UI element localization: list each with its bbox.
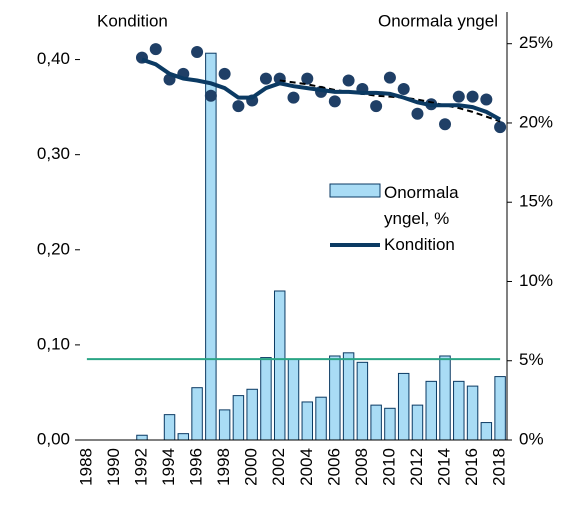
x-tick-label: 1988 <box>76 448 95 486</box>
bar <box>411 404 424 441</box>
data-point <box>494 121 507 134</box>
y-tick-label: 0,10 <box>37 334 70 353</box>
x-tick-label: 2004 <box>297 448 316 486</box>
x-tick-label: 1994 <box>159 448 178 486</box>
bar <box>232 395 245 441</box>
right-title: Onormala yngel <box>378 11 498 30</box>
data-point <box>439 118 452 131</box>
x-tick-label: 2000 <box>242 448 261 486</box>
bar <box>218 409 231 441</box>
data-point <box>204 89 217 102</box>
y2-tick-label: 25% <box>519 33 553 52</box>
bar <box>425 380 437 441</box>
bar <box>163 414 176 441</box>
data-point <box>466 90 479 103</box>
data-point <box>328 95 341 108</box>
data-point <box>259 72 272 85</box>
legend-swatch <box>329 183 381 198</box>
x-tick-label: 2016 <box>462 448 481 486</box>
y-tick-label: 0,20 <box>37 239 70 258</box>
data-point <box>218 67 231 80</box>
data-point <box>397 83 410 96</box>
data-point <box>232 100 245 113</box>
bar <box>191 387 203 441</box>
y2-tick-label: 10% <box>519 271 553 290</box>
bar <box>136 434 148 441</box>
bar <box>453 380 465 441</box>
y2-tick-label: 5% <box>519 350 544 369</box>
bar <box>342 352 355 441</box>
x-tick-label: 2002 <box>269 448 288 486</box>
x-tick-label: 1996 <box>187 448 206 486</box>
data-point <box>342 74 355 87</box>
bar <box>287 358 300 441</box>
y2-tick-label: 0% <box>519 429 544 448</box>
bar <box>246 388 258 441</box>
x-tick-label: 2014 <box>435 448 454 486</box>
bar <box>370 404 382 441</box>
data-point <box>411 107 424 120</box>
line <box>279 79 501 123</box>
data-point <box>370 100 383 113</box>
bar <box>260 357 272 441</box>
bar <box>205 52 217 441</box>
y-tick-label: 0,30 <box>37 144 70 163</box>
bar <box>301 401 314 441</box>
data-point <box>383 71 396 84</box>
data-point <box>452 90 465 103</box>
data-point <box>287 91 300 104</box>
bar <box>397 372 410 441</box>
data-point <box>191 45 204 58</box>
y2-tick-label: 20% <box>519 112 553 131</box>
bar <box>384 407 396 441</box>
data-point <box>301 72 314 85</box>
data-point <box>480 93 493 106</box>
x-tick-label: 2008 <box>352 448 371 486</box>
y-tick-label: 0,40 <box>37 49 70 68</box>
x-tick-label: 2012 <box>407 448 426 486</box>
bar <box>480 422 493 441</box>
line <box>141 57 502 122</box>
y2-tick-label: 15% <box>519 192 553 211</box>
bar <box>356 361 369 441</box>
bar <box>439 355 451 441</box>
bar <box>273 290 286 441</box>
x-tick-label: 1998 <box>214 448 233 486</box>
x-tick-label: 2018 <box>490 448 509 486</box>
legend-label: Kondition <box>384 235 455 254</box>
bar <box>494 376 506 441</box>
data-point <box>149 43 162 56</box>
x-tick-label: 1992 <box>131 448 150 486</box>
y-tick-label: 0,00 <box>37 429 70 448</box>
left-title: Kondition <box>97 11 168 30</box>
legend-label: Onormala yngel, % <box>384 183 459 228</box>
x-tick-label: 2006 <box>324 448 343 486</box>
bar <box>177 433 190 441</box>
bar <box>466 385 479 441</box>
x-tick-label: 2010 <box>379 448 398 486</box>
x-tick-label: 1990 <box>104 448 123 486</box>
bar <box>329 355 341 441</box>
bar <box>315 396 327 441</box>
